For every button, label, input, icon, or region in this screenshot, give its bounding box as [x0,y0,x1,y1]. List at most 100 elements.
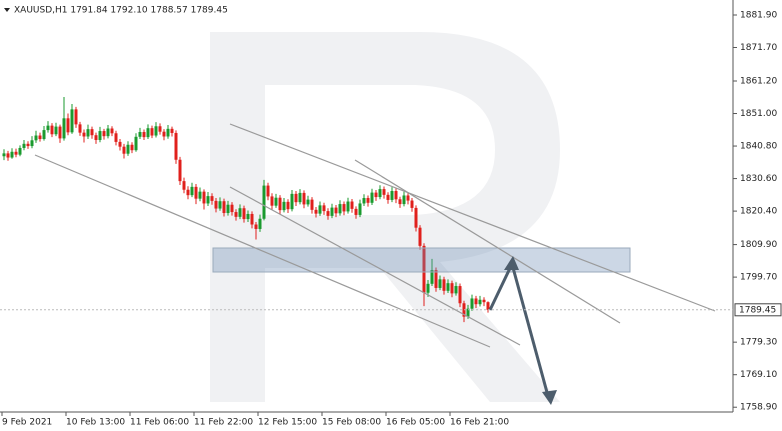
candle-body [342,204,346,212]
candle-body [386,194,390,200]
candle-body [250,213,254,225]
candle-body [222,201,226,214]
candle-body [450,283,454,294]
y-tick-label: 1809.90 [740,240,777,250]
candle-body [394,191,398,200]
candle-body [254,224,258,229]
candle-body [338,204,342,214]
candle-body [302,192,306,205]
candle-body [150,128,154,136]
candles [2,96,490,323]
y-tick-label: 1830.60 [740,174,777,184]
candle-body [226,204,230,214]
candle-body [218,201,222,209]
candle-body [30,140,34,147]
candle-body [162,131,166,137]
candle-body [242,208,246,220]
x-tick-label: 11 Feb 06:00 [130,418,189,428]
x-tick-label: 11 Feb 22:00 [194,418,253,428]
trend-line [354,159,621,324]
candle-body [6,153,10,158]
candle-body [198,191,202,199]
candle-body [358,203,362,215]
candle-body [466,308,470,317]
candle-body [418,227,422,246]
x-tick-label: 15 Feb 08:00 [322,418,381,428]
candle-body [478,299,482,305]
candle-body [174,132,178,160]
candle-body [278,197,282,211]
candle-body [318,205,322,214]
candle-body [382,189,386,195]
candle-body [194,186,198,199]
last-price-label: 1789.45 [739,305,776,315]
candle-body [410,200,414,208]
candle-body [330,207,334,216]
candle-body [34,135,38,141]
trend-line [34,154,491,348]
y-tick-label: 1881.90 [740,10,777,20]
candle-body [214,200,218,209]
trend-line [229,186,521,346]
candle-body [22,143,26,148]
candle-body [434,270,438,288]
candle-body [294,193,298,203]
y-tick-label: 1758.90 [740,403,777,413]
candle-body [190,186,194,196]
candle-body [426,283,430,293]
candle-body [298,192,302,203]
candle-body [402,195,406,205]
candle-body [146,128,150,138]
candle-body [306,199,310,205]
candle-body [470,298,474,309]
menu-triangle [4,8,10,12]
analysis-drawings [34,123,716,405]
y-tick-label: 1769.10 [740,370,777,380]
candle-body [138,132,142,137]
candle-body [114,133,118,142]
candle-body [142,132,146,138]
candle-body [234,212,238,217]
trend-line [229,123,716,312]
candle-body [322,205,326,212]
candle-body [46,125,50,131]
candle-body [170,128,174,133]
last-price-box [734,303,782,317]
candle-body [178,159,182,182]
candle-body [286,201,290,210]
candle-body [122,146,126,154]
x-tick-label: 16 Feb 05:00 [386,418,445,428]
candle-body [186,189,190,196]
candle-body [90,129,94,136]
candle-body [258,218,262,229]
candle-body [38,135,42,140]
candle-body [290,193,294,210]
candle-body [118,141,122,147]
y-tick-label: 1799.70 [740,273,777,283]
candle-body [26,143,30,147]
candle-body [82,132,86,137]
x-tick-label: 16 Feb 21:00 [450,418,509,428]
candle-body [378,189,382,198]
candle-body [282,201,286,211]
candle-body [18,147,22,155]
candle-body [50,125,54,135]
candle-body [106,128,110,137]
candle-body [110,128,114,134]
y-tick-label: 1840.80 [740,142,777,152]
candle-body [274,197,278,206]
candle-body [430,270,434,284]
candle-body [202,191,206,204]
y-tick-label: 1871.70 [740,43,777,53]
candle-body [10,151,14,158]
candle-body [406,195,410,201]
arrow-head [504,256,519,270]
candle-body [346,201,350,212]
candle-body [314,209,318,214]
candle-body [130,144,134,151]
candle-body [158,126,162,132]
candle-body [422,245,426,293]
candle-body [398,199,402,205]
candle-body [74,109,78,125]
candle-body [334,207,338,214]
